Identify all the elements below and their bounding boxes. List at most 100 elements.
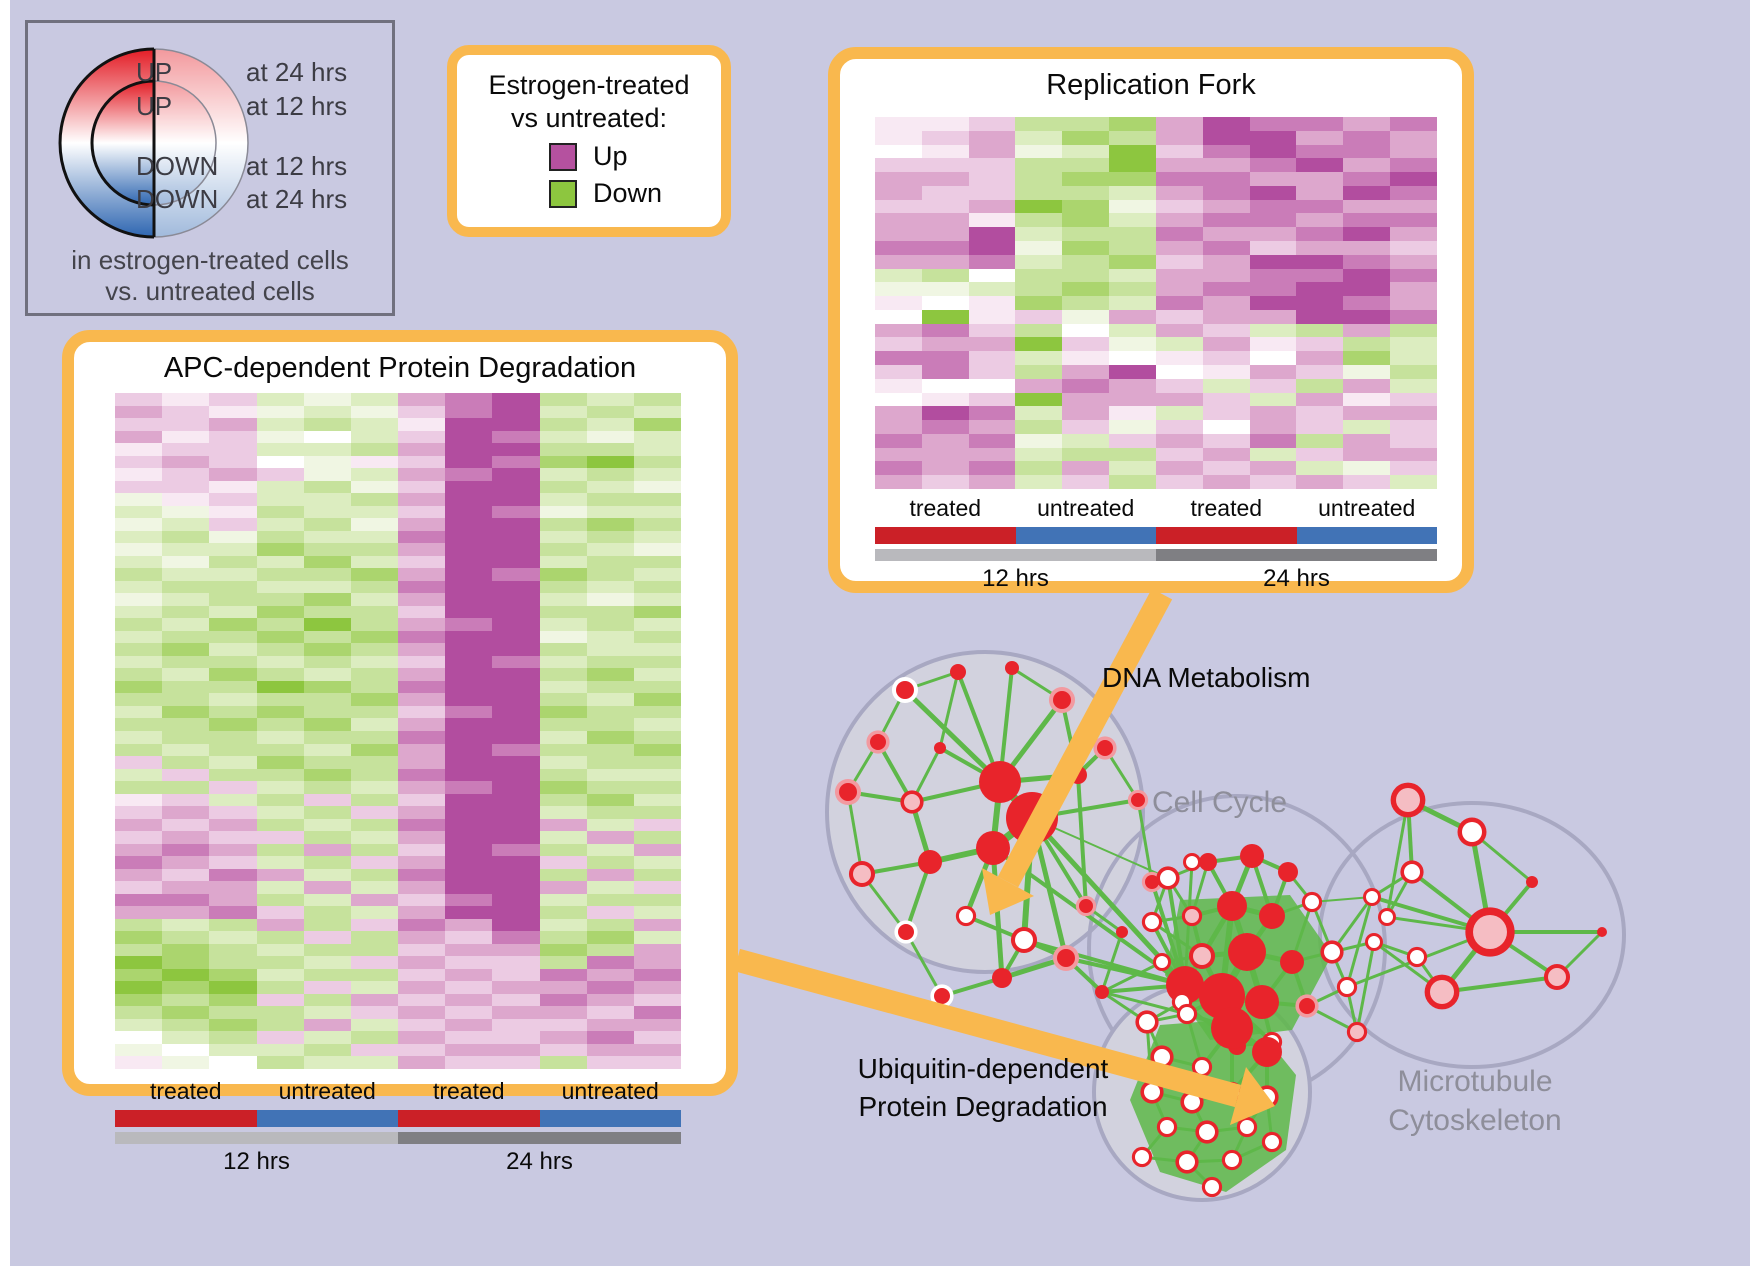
heatmap-cell bbox=[445, 493, 493, 506]
heatmap-cell bbox=[921, 117, 969, 131]
heatmap-cell bbox=[633, 881, 681, 894]
heatmap-cell bbox=[115, 568, 163, 581]
heatmap-cell bbox=[350, 856, 398, 869]
heatmap-cell bbox=[350, 1018, 398, 1032]
heatmap-cell bbox=[1202, 364, 1250, 379]
heatmap-cell bbox=[1390, 158, 1437, 173]
heatmap-cell bbox=[303, 455, 351, 469]
heatmap-cell bbox=[445, 818, 493, 832]
heatmap-cell bbox=[1155, 420, 1203, 434]
heatmap-cell bbox=[1155, 378, 1203, 393]
heatmap-cell bbox=[350, 643, 398, 656]
heatmap-cell bbox=[1109, 227, 1156, 241]
heatmap-cell bbox=[350, 568, 398, 581]
heatmap-cell bbox=[256, 856, 304, 869]
heatmap-cell bbox=[115, 580, 163, 594]
heatmap-cell bbox=[875, 240, 922, 255]
heatmap-cell bbox=[1155, 158, 1203, 173]
heatmap-cell bbox=[875, 420, 922, 434]
heatmap-cell bbox=[921, 199, 969, 214]
heatmap-cell bbox=[492, 430, 540, 444]
heatmap-cell bbox=[303, 918, 351, 932]
heatmap-cell bbox=[1109, 461, 1156, 476]
heatmap-cell bbox=[303, 493, 351, 506]
heatmap-cell bbox=[1249, 144, 1297, 159]
heatmap-cell bbox=[1062, 364, 1110, 379]
heatmap-cell bbox=[586, 931, 634, 944]
down-color-swatch bbox=[549, 179, 577, 208]
heatmap-cell bbox=[1249, 172, 1297, 186]
heatmap-cell bbox=[445, 968, 493, 982]
heatmap-cell bbox=[350, 518, 398, 531]
heatmap-cell bbox=[115, 918, 163, 932]
heatmap-cell bbox=[209, 756, 257, 769]
heatmap-cell bbox=[115, 505, 163, 519]
heatmap-cell bbox=[586, 781, 634, 794]
heatmap-cell bbox=[162, 530, 210, 544]
heatmap-cell bbox=[539, 393, 587, 406]
heatmap-cell bbox=[1390, 117, 1437, 131]
heatmap-cell bbox=[162, 1043, 210, 1057]
heatmap-cell bbox=[539, 893, 587, 907]
heatmap-cell bbox=[1296, 172, 1344, 186]
heatmap-cell bbox=[586, 856, 634, 869]
heatmap-cell bbox=[1249, 447, 1297, 462]
heatmap-cell bbox=[539, 918, 587, 932]
heatmap-cell bbox=[539, 430, 587, 444]
heatmap-cell bbox=[1343, 351, 1391, 365]
heatmap-cell bbox=[1062, 240, 1110, 255]
heatmap-cell bbox=[586, 468, 634, 481]
heatmap-cell bbox=[162, 743, 210, 757]
heatmap-cell bbox=[539, 868, 587, 882]
heatmap-cell bbox=[586, 818, 634, 832]
heatmap-cell bbox=[1062, 199, 1110, 214]
heatmap-cell bbox=[115, 1018, 163, 1032]
heatmap-cell bbox=[445, 793, 493, 807]
heatmap-cell bbox=[398, 405, 446, 419]
heatmap-cell bbox=[1343, 447, 1391, 462]
group-color-bar bbox=[1015, 527, 1156, 544]
heatmap-cell bbox=[398, 1056, 446, 1069]
heatmap-cell bbox=[968, 158, 1016, 173]
heatmap-cell bbox=[350, 393, 398, 406]
heatmap-cell bbox=[875, 351, 922, 365]
heatmap-cell bbox=[1015, 268, 1063, 283]
heatmap-cell bbox=[1015, 144, 1063, 159]
heatmap-cell bbox=[1390, 268, 1437, 283]
heatmap-cell bbox=[162, 1018, 210, 1032]
heatmap-cell bbox=[398, 730, 446, 744]
heatmap-cell bbox=[209, 530, 257, 544]
heatmap-cell bbox=[445, 593, 493, 606]
heatmap-cell bbox=[539, 518, 587, 531]
up-color-swatch bbox=[549, 142, 577, 171]
heatmap-cell bbox=[1015, 447, 1063, 462]
heatmap-cell bbox=[1296, 378, 1344, 393]
heatmap-cell bbox=[921, 461, 969, 476]
heatmap-cell bbox=[162, 580, 210, 594]
heatmap-cell bbox=[968, 364, 1016, 379]
heatmap-cell bbox=[398, 743, 446, 757]
group-label-treated: treated bbox=[149, 1078, 222, 1104]
heatmap-cell bbox=[350, 693, 398, 706]
heatmap-cell bbox=[303, 480, 351, 494]
heatmap-cell bbox=[1390, 172, 1437, 186]
heatmap-cell bbox=[1109, 144, 1156, 159]
heatmap-cell bbox=[209, 906, 257, 919]
heatmap-cell bbox=[968, 144, 1016, 159]
heatmap-cell bbox=[209, 968, 257, 982]
group-label-untreated: untreated bbox=[561, 1078, 659, 1104]
heatmap-cell bbox=[1062, 351, 1110, 365]
heatmap-cell bbox=[492, 968, 540, 982]
heatmap-cell bbox=[539, 768, 587, 782]
heatmap-cell bbox=[1155, 447, 1203, 462]
heatmap-cell bbox=[492, 1018, 540, 1032]
heatmap-cell bbox=[633, 555, 681, 569]
heatmap-cell bbox=[445, 480, 493, 494]
heatmap-cell bbox=[1109, 392, 1156, 407]
heatmap-cell bbox=[115, 418, 163, 431]
group-label-untreated: untreated bbox=[1318, 495, 1416, 521]
heatmap-cell bbox=[256, 993, 304, 1007]
heatmap-cell bbox=[633, 518, 681, 531]
estrogen-legend-title-line2: vs untreated: bbox=[510, 103, 668, 133]
